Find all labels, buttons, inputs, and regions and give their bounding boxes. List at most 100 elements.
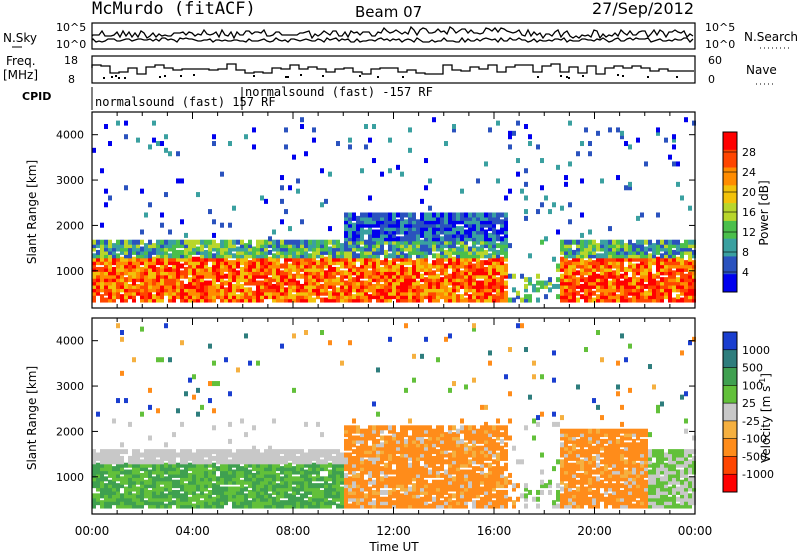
power-cell (312, 249, 316, 255)
power-cell (476, 178, 480, 184)
power-cell (348, 219, 352, 225)
power-cell (320, 243, 324, 249)
velocity-cell (344, 425, 348, 431)
power-cell (408, 226, 412, 232)
velocity-cell (564, 428, 568, 434)
velocity-cell (292, 496, 296, 502)
power-cell (492, 246, 496, 252)
velocity-cell (472, 466, 476, 472)
velocity-cell (436, 503, 440, 509)
power-cell (572, 266, 576, 272)
power-cell (552, 283, 556, 289)
velocity-cell (556, 459, 560, 465)
power-cell (680, 195, 684, 201)
velocity-cell (472, 500, 476, 506)
power-cell (292, 256, 296, 262)
power-cell (196, 294, 200, 300)
power-cell (484, 249, 488, 255)
power-cell (352, 283, 356, 289)
power-cell (632, 253, 636, 259)
power-cell (616, 175, 620, 181)
velocity-cell (148, 479, 152, 485)
power-cell (328, 283, 332, 289)
velocity-cell (300, 500, 304, 506)
power-cell (388, 273, 392, 279)
velocity-cell (448, 503, 452, 509)
velocity-cell (500, 425, 504, 431)
velocity-cell (304, 479, 308, 485)
velocity-cell (120, 466, 124, 472)
power-cell (500, 287, 504, 293)
power-cell (660, 270, 664, 276)
power-cell (620, 290, 624, 296)
velocity-cell (532, 435, 536, 441)
velocity-cell (404, 455, 408, 461)
velocity-cell (464, 432, 468, 438)
velocity-cell (112, 418, 116, 424)
velocity-cell (184, 500, 188, 506)
power-cell (536, 287, 540, 293)
velocity-cell (492, 442, 496, 448)
power-cell (108, 266, 112, 272)
power-cell (380, 232, 384, 238)
velocity-cell (420, 438, 424, 444)
power-cell (296, 294, 300, 300)
velocity-cell (372, 432, 376, 438)
power-cell (632, 294, 636, 300)
power-cell (340, 246, 344, 252)
power-cell (456, 236, 460, 242)
power-heatmap (92, 117, 696, 303)
power-cell (652, 243, 656, 249)
velocity-cell (116, 476, 120, 482)
power-cell (384, 256, 388, 262)
power-cell (248, 260, 252, 266)
power-cell (188, 290, 192, 296)
velocity-cell (224, 466, 228, 472)
velocity-cell (408, 476, 412, 482)
power-cell (216, 273, 220, 279)
velocity-cell (372, 455, 376, 461)
power-cell (632, 287, 636, 293)
velocity-cell (328, 469, 332, 475)
power-cell (144, 287, 148, 293)
velocity-cell (420, 432, 424, 438)
power-cell (464, 219, 468, 225)
power-cell (448, 253, 452, 259)
velocity-cell (488, 466, 492, 472)
power-cell (416, 270, 420, 276)
velocity-cell (192, 472, 196, 478)
power-cell (656, 243, 660, 249)
power-cell (440, 266, 444, 272)
velocity-cell (292, 493, 296, 499)
velocity-cell (296, 469, 300, 475)
velocity-cell (232, 462, 236, 468)
velocity-cell (452, 452, 456, 458)
power-cell (356, 283, 360, 289)
power-cell (420, 283, 424, 289)
power-cell (224, 273, 228, 279)
power-cell (680, 277, 684, 283)
power-cell (384, 239, 388, 245)
velocity-cell (564, 442, 568, 448)
power-cell (364, 287, 368, 293)
velocity-cell (184, 455, 188, 461)
velocity-cell (408, 496, 412, 502)
power-cell (344, 232, 348, 238)
power-cell (400, 253, 404, 259)
power-cell (640, 256, 644, 262)
power-cell (652, 283, 656, 289)
power-cell (660, 277, 664, 283)
power-cell (356, 280, 360, 286)
velocity-cell (116, 452, 120, 458)
velocity-cell (356, 476, 360, 482)
power-cell (580, 277, 584, 283)
velocity-cell (496, 455, 500, 461)
velocity-cell (296, 500, 300, 506)
power-cell (384, 294, 388, 300)
power-cell (164, 239, 168, 245)
velocity-cell (128, 500, 132, 506)
velocity-cell (504, 479, 508, 485)
velocity-cell (312, 449, 316, 455)
velocity-cell (384, 500, 388, 506)
velocity-cell (180, 452, 184, 458)
